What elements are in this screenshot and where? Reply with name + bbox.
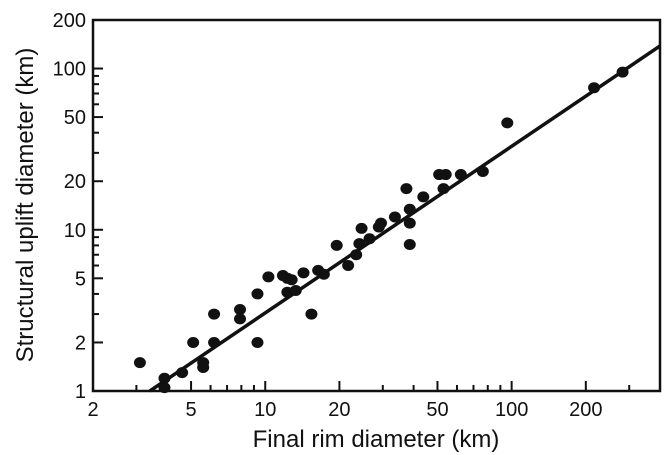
- data-point: [133, 357, 146, 369]
- fit-line-layer: [148, 44, 661, 393]
- y-tick-label: 1: [75, 381, 86, 403]
- data-point: [355, 222, 368, 234]
- data-point: [501, 117, 514, 129]
- data-point: [476, 165, 489, 177]
- data-point: [234, 304, 247, 316]
- y-axis-label: Structural uplift diameter (km): [12, 48, 39, 363]
- fit-line: [148, 44, 661, 393]
- data-point: [208, 308, 221, 320]
- data-point: [388, 211, 401, 223]
- data-point: [262, 271, 275, 283]
- y-tick-label: 2: [75, 332, 86, 354]
- data-point: [375, 217, 388, 229]
- data-point: [187, 336, 200, 348]
- data-point: [176, 367, 189, 379]
- y-tick-label: 20: [64, 171, 86, 193]
- data-point: [454, 169, 467, 181]
- y-tick-label: 50: [64, 107, 86, 129]
- x-tick-label: 20: [328, 399, 350, 421]
- data-point: [437, 183, 450, 195]
- data-point: [350, 249, 363, 261]
- data-point: [158, 372, 171, 384]
- data-point: [285, 274, 298, 286]
- y-tick-label: 10: [64, 220, 86, 242]
- x-tick-label: 100: [495, 399, 528, 421]
- data-point: [317, 268, 330, 280]
- data-point: [342, 260, 355, 272]
- y-tick-label: 100: [53, 59, 86, 81]
- x-tick-label: 5: [185, 399, 196, 421]
- x-axis-label: Final rim diameter (km): [253, 426, 500, 453]
- data-point: [417, 191, 430, 203]
- data-point: [400, 183, 413, 195]
- data-point: [289, 285, 302, 297]
- data-point: [439, 169, 452, 181]
- data-point: [197, 361, 210, 373]
- data-point: [297, 267, 310, 279]
- points-layer: [133, 66, 629, 394]
- y-tick-label: 200: [53, 10, 86, 32]
- x-tick-label: 2: [87, 399, 98, 421]
- data-point: [353, 238, 366, 250]
- plot-frame: [91, 18, 662, 393]
- y-tick-label: 5: [75, 268, 86, 290]
- data-point: [588, 82, 601, 94]
- data-point: [305, 308, 318, 320]
- data-point: [251, 288, 264, 300]
- data-point: [251, 336, 264, 348]
- data-point: [330, 239, 343, 251]
- x-tick-label: 10: [254, 399, 276, 421]
- data-point: [403, 203, 416, 215]
- x-tick-label: 50: [426, 399, 448, 421]
- data-point: [616, 66, 629, 78]
- data-point: [234, 313, 247, 325]
- x-tick-label: 200: [569, 399, 602, 421]
- data-point: [403, 239, 416, 251]
- data-point: [208, 336, 221, 348]
- data-point: [363, 233, 376, 245]
- data-point: [403, 217, 416, 229]
